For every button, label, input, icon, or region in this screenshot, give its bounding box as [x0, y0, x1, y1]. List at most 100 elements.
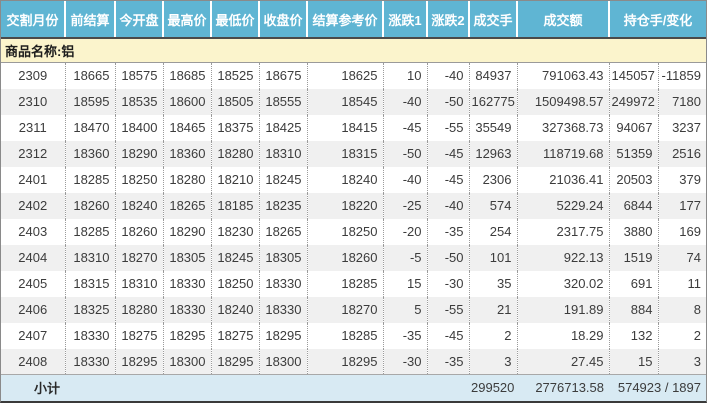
table-cell: 18250 [307, 218, 384, 245]
table-cell: 191.89 [517, 296, 610, 323]
table-cell: 18505 [211, 88, 260, 115]
column-header: 交割月份 [1, 1, 66, 39]
table-row: 2408 18330 18295 18300 18295 18300 18295 -30 -35… [1, 348, 706, 375]
column-header: 持仓手/变化 [609, 1, 706, 39]
subtotal-volume: 299520 [469, 374, 517, 401]
table-cell: -35 [427, 348, 470, 375]
table-cell: 1519 [609, 244, 659, 271]
table-cell: 94067 [609, 114, 659, 141]
table-cell: 18240 [115, 192, 164, 219]
subtotal-open-interest-change: 574923 / 1897 [609, 374, 706, 401]
column-header: 最低价 [211, 1, 260, 39]
table-cell: 177 [679, 198, 701, 213]
table-cell: 18625 [307, 62, 384, 89]
table-cell: 2404 [1, 244, 66, 271]
table-cell: 3237 [672, 120, 701, 135]
table-cell: -20 [383, 218, 428, 245]
table-cell: 18535 [115, 88, 164, 115]
table-cell: 18305 [163, 244, 212, 271]
table-row: 2402 18260 18240 18265 18185 18235 18220 -25 -40… [1, 192, 706, 219]
column-header: 涨跌1 [383, 1, 428, 39]
table-cell: 2402 [1, 192, 66, 219]
table-cell: -50 [427, 244, 470, 271]
table-cell: 27.45 [517, 348, 610, 375]
commodity-name-label: 商品名称:铝 [1, 38, 706, 63]
table-cell: 18185 [211, 192, 260, 219]
table-row: 2404 18310 18270 18305 18245 18305 18260 -5 -50 1… [1, 244, 706, 271]
table-cell: 18285 [307, 270, 384, 297]
table-cell: -55 [427, 296, 470, 323]
table-cell: 5229.24 [517, 192, 610, 219]
table-cell: 18265 [259, 218, 308, 245]
table-cell: 18330 [65, 322, 116, 349]
table-cell: 2405 [1, 270, 66, 297]
table-cell: 18270 [115, 244, 164, 271]
table-cell: 18555 [259, 88, 308, 115]
table-cell: 145057 [609, 62, 659, 89]
table-cell: 18300 [163, 348, 212, 375]
table-cell: 18295 [115, 348, 164, 375]
table-cell: 118719.68 [517, 140, 610, 167]
table-cell: 18360 [163, 140, 212, 167]
table-cell: 8 [693, 302, 701, 317]
table-cell: 12963 [469, 140, 518, 167]
table-cell: 18415 [307, 114, 384, 141]
table-cell: 18280 [211, 140, 260, 167]
table-cell: 5 [383, 296, 428, 323]
table-cell: 254 [469, 218, 518, 245]
table-cell: 379 [679, 172, 701, 187]
table-cell: 884 [609, 296, 659, 323]
table-cell: 249972 [609, 88, 659, 115]
table-cell: 21 [469, 296, 518, 323]
table-cell: 74 [686, 250, 701, 265]
table-cell: 18330 [259, 296, 308, 323]
table-cell: 3 [469, 348, 518, 375]
table-cell: 18470 [65, 114, 116, 141]
table-cell: 320.02 [517, 270, 610, 297]
table-cell: 18220 [307, 192, 384, 219]
table-row: 2310 18595 18535 18600 18505 18555 18545 -40 -50… [1, 88, 706, 115]
table-cell: 18310 [65, 244, 116, 271]
table-cell: 18265 [163, 192, 212, 219]
table-cell: -50 [427, 88, 470, 115]
table-cell: 18290 [163, 218, 212, 245]
table-cell: 2516 [672, 146, 701, 161]
table-cell: 691 [609, 270, 659, 297]
table-cell: 18315 [65, 270, 116, 297]
table-cell: 2408 [1, 348, 66, 375]
table-cell: 2 [693, 328, 701, 343]
table-cell: 18290 [115, 140, 164, 167]
table-cell: -45 [427, 140, 470, 167]
table-cell: 922.13 [517, 244, 610, 271]
table-cell: 574 [469, 192, 518, 219]
table-cell: 18425 [259, 114, 308, 141]
table-cell: 169 [679, 224, 701, 239]
table-cell: -25 [383, 192, 428, 219]
table-cell: 18310 [259, 140, 308, 167]
table-cell: 15 [609, 348, 659, 375]
table-cell: 2 [469, 322, 518, 349]
table-cell: 18685 [163, 62, 212, 89]
table-cell: 18330 [65, 348, 116, 375]
subtotal-label: 小计 [1, 374, 65, 401]
table-cell: 18675 [259, 62, 308, 89]
column-header: 最高价 [163, 1, 212, 39]
table-cell: 18325 [65, 296, 116, 323]
table-cell: 18210 [211, 166, 260, 193]
table-cell: 18665 [65, 62, 116, 89]
table-cell: 18295 [211, 348, 260, 375]
table-cell: -5 [383, 244, 428, 271]
subtotal-turnover: 2776713.58 [517, 374, 609, 401]
table-cell: -40 [427, 62, 470, 89]
table-cell: 18260 [115, 218, 164, 245]
table-cell: -30 [427, 270, 470, 297]
table-cell: 2401 [1, 166, 66, 193]
table-row: 2406 18325 18280 18330 18240 18330 18270 5 -55 21… [1, 296, 706, 323]
table-cell: 2317.75 [517, 218, 610, 245]
table-cell: 7180 [672, 94, 701, 109]
column-header: 结算参考价 [307, 1, 384, 39]
table-cell: -30 [383, 348, 428, 375]
table-cell: 162775 [469, 88, 518, 115]
table-cell: -40 [427, 192, 470, 219]
table-cell: 18250 [211, 270, 260, 297]
